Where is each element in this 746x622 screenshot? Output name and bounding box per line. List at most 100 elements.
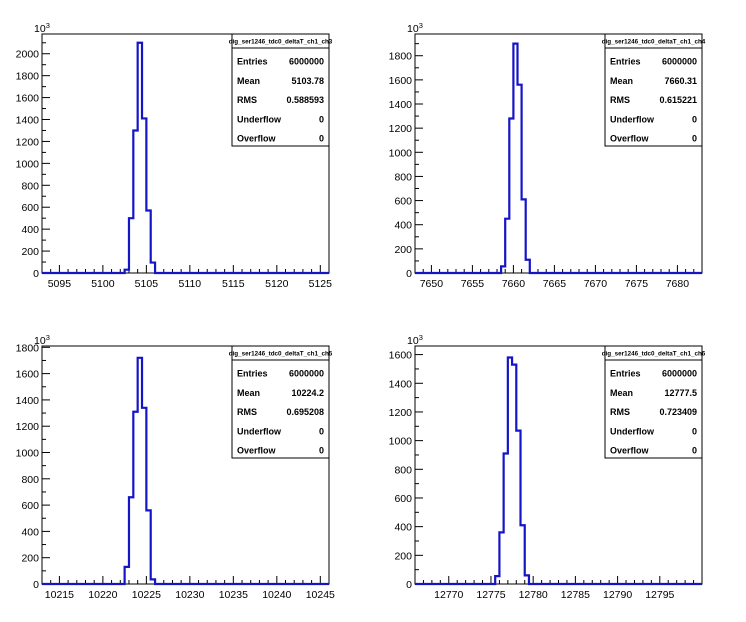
histogram-series-line: [42, 356, 329, 586]
stats-value: 0: [692, 134, 697, 144]
y-tick-label: 200: [394, 550, 412, 562]
y-tick-label: 1000: [16, 158, 40, 170]
stats-label: Entries: [610, 369, 641, 379]
y-tick-label: 1200: [389, 123, 413, 135]
x-tick-label: 12775: [476, 589, 505, 601]
stats-box: dig_ser1246_tdc0_deltaT_ch1_ch3 Entries 60…: [229, 33, 333, 147]
stats-value: 0: [319, 114, 324, 124]
y-tick-label: 1000: [389, 147, 413, 159]
x-tick-label: 7675: [625, 278, 649, 290]
x-tick-label: 10220: [88, 589, 117, 601]
histogram-series-line: [415, 356, 702, 586]
x-tick-label: 12780: [519, 589, 548, 601]
y-tick-label: 0: [406, 268, 412, 280]
stats-label: Overflow: [610, 446, 650, 456]
y-tick-label: 800: [394, 171, 412, 183]
stats-box: dig_ser1246_tdc0_deltaT_ch1_ch4 Entries 60…: [602, 33, 706, 147]
y-tick-label: 1000: [389, 436, 413, 448]
y-tick-label: 1400: [389, 378, 413, 390]
stats-label: Overflow: [237, 134, 277, 144]
stats-value: 6000000: [289, 57, 324, 67]
stats-value: 0: [319, 446, 324, 456]
y-tick-label: 400: [394, 220, 412, 232]
histogram-title: dig_ser1246_tdc0_deltaT_ch1_ch3: [229, 39, 333, 46]
stats-label: Entries: [610, 57, 641, 67]
stats-box: dig_ser1246_tdc0_deltaT_ch1_ch6 Entries 60…: [602, 345, 706, 459]
stats-value: 0.615221: [659, 95, 697, 105]
stats-value: 0: [692, 114, 697, 124]
y-tick-label: 1400: [16, 115, 40, 127]
stats-box: dig_ser1246_tdc0_deltaT_ch1_ch5 Entries 60…: [229, 345, 333, 459]
y-tick-label: 0: [406, 579, 412, 591]
stats-value: 0: [319, 134, 324, 144]
y-tick-label: 1000: [16, 448, 40, 460]
y-tick-label: 1400: [389, 99, 413, 111]
y-tick-label: 400: [394, 522, 412, 534]
x-tick-label: 10245: [306, 589, 335, 601]
y-tick-label: 1200: [16, 421, 40, 433]
y-tick-label: 600: [394, 196, 412, 208]
y-multiplier-exponent: 3: [46, 21, 50, 30]
histogram-series-line: [415, 42, 702, 275]
y-multiplier: 103: [34, 333, 50, 347]
y-tick-label: 1800: [16, 71, 40, 83]
x-tick-label: 12785: [561, 589, 590, 601]
stats-value: 6000000: [662, 57, 697, 67]
x-tick-label: 5105: [135, 278, 159, 290]
x-tick-label: 12790: [603, 589, 632, 601]
stats-box-frame: [231, 33, 330, 147]
histogram-title: dig_ser1246_tdc0_deltaT_ch1_ch4: [602, 39, 706, 46]
histogram-title: dig_ser1246_tdc0_deltaT_ch1_ch6: [602, 351, 706, 358]
stats-label: Underflow: [237, 114, 282, 124]
x-tick-label: 10235: [219, 589, 248, 601]
x-tick-label: 10240: [262, 589, 291, 601]
x-tick-label: 10215: [45, 589, 74, 601]
stats-value: 6000000: [289, 369, 324, 379]
stats-value: 12777.5: [664, 388, 697, 398]
x-tick-label: 5095: [48, 278, 72, 290]
y-multiplier-base: 10: [34, 335, 46, 347]
y-tick-label: 600: [21, 202, 39, 214]
stats-label: Entries: [237, 57, 268, 67]
stats-box-frame: [604, 345, 703, 459]
y-tick-label: 200: [21, 553, 39, 565]
y-multiplier: 103: [407, 21, 423, 35]
stats-value: 0.695208: [286, 407, 324, 417]
stats-label: Mean: [237, 388, 260, 398]
y-multiplier-base: 10: [34, 23, 46, 35]
y-multiplier-exponent: 3: [46, 333, 50, 342]
x-tick-label: 5100: [91, 278, 115, 290]
histogram-panel-1: 0200400600800100012001400160018002000509…: [16, 21, 333, 290]
x-tick-label: 7655: [461, 278, 485, 290]
x-tick-label: 7680: [666, 278, 690, 290]
stats-label: RMS: [610, 95, 630, 105]
x-tick-label: 5120: [265, 278, 289, 290]
y-tick-label: 400: [21, 224, 39, 236]
stats-label: Underflow: [237, 426, 282, 436]
stats-value: 7660.31: [664, 76, 697, 86]
stats-value: 6000000: [662, 369, 697, 379]
stats-label: Underflow: [610, 426, 655, 436]
x-tick-label: 10230: [175, 589, 204, 601]
y-tick-label: 1600: [16, 93, 40, 105]
stats-value: 5103.78: [291, 76, 324, 86]
x-tick-label: 7650: [420, 278, 444, 290]
y-tick-label: 1600: [16, 369, 40, 381]
stats-label: RMS: [237, 407, 257, 417]
y-multiplier-base: 10: [407, 335, 419, 347]
y-tick-label: 800: [21, 180, 39, 192]
y-tick-label: 1400: [16, 395, 40, 407]
y-tick-label: 1600: [389, 75, 413, 87]
stats-label: Underflow: [610, 114, 655, 124]
stats-value: 0.723409: [659, 407, 697, 417]
histogram-title: dig_ser1246_tdc0_deltaT_ch1_ch5: [229, 351, 333, 358]
x-tick-label: 12795: [645, 589, 674, 601]
stats-label: Mean: [610, 76, 633, 86]
stats-value: 0: [319, 426, 324, 436]
y-tick-label: 200: [394, 244, 412, 256]
stats-box-frame: [231, 345, 330, 459]
